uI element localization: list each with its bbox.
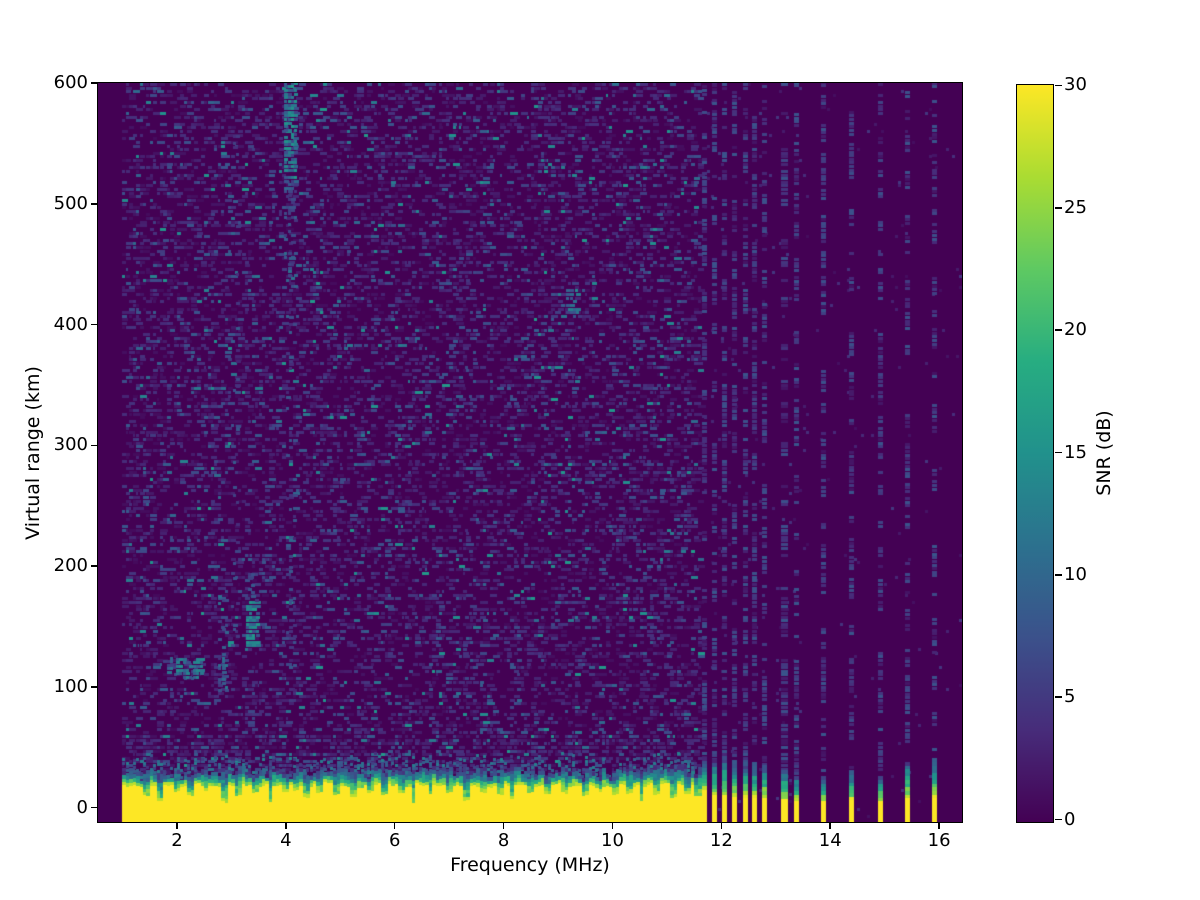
x-tick-label: 8 [497, 830, 510, 851]
y-tick-line [91, 806, 98, 809]
y-tick-line [91, 565, 98, 567]
x-tick-label: 4 [280, 830, 292, 851]
y-tick-line [91, 323, 98, 326]
y-tick-label: 400 [53, 313, 88, 335]
x-tick-label: 2 [171, 830, 183, 851]
y-tick-label: 300 [53, 434, 88, 456]
plot-frame [97, 82, 963, 823]
x-tick-line [829, 822, 831, 829]
y-tick-line [91, 686, 98, 688]
colorbar-tick-line [1054, 696, 1062, 698]
y-tick-label: 500 [53, 192, 88, 214]
colorbar-gradient [1017, 85, 1053, 822]
colorbar-tick-label: 15 [1064, 441, 1087, 463]
x-tick-label: 16 [927, 830, 951, 851]
y-tick-label: 100 [53, 675, 88, 697]
x-tick-line [285, 822, 287, 829]
colorbar-tick-line [1054, 451, 1062, 454]
y-tick-line [91, 444, 98, 446]
colorbar-tick-label: 30 [1064, 74, 1087, 96]
x-tick-line [938, 822, 940, 829]
x-tick-line [176, 822, 178, 829]
x-tick-line [720, 822, 723, 829]
x-tick-label: 10 [601, 830, 624, 851]
x-tick-line [393, 822, 396, 829]
colorbar-tick-label: 10 [1064, 563, 1087, 585]
colorbar-tick-line [1054, 207, 1062, 209]
y-tick-line [91, 82, 98, 84]
heatmap-canvas [98, 83, 962, 822]
y-axis-label: Virtual range (km) [22, 366, 44, 540]
x-axis-label: Frequency (MHz) [450, 854, 610, 876]
y-tick-label: 0 [76, 796, 88, 818]
y-tick-line [91, 203, 98, 205]
colorbar-tick-line [1054, 329, 1062, 331]
y-tick-label: 600 [53, 72, 88, 93]
colorbar-tick-line [1054, 84, 1062, 87]
x-tick-line [502, 822, 505, 829]
colorbar-tick-label: 0 [1064, 808, 1076, 830]
colorbar-tick-label: 25 [1064, 196, 1087, 218]
colorbar-tick-line [1054, 574, 1062, 576]
x-tick-label: 14 [818, 830, 842, 851]
y-tick-label: 200 [53, 555, 88, 576]
colorbar-tick-line [1054, 818, 1062, 821]
x-tick-label: 6 [388, 830, 401, 851]
x-tick-label: 12 [709, 830, 733, 851]
colorbar [1016, 84, 1054, 823]
colorbar-tick-label: 20 [1064, 319, 1087, 341]
x-tick-line [611, 822, 614, 829]
colorbar-tick-label: 5 [1064, 686, 1076, 708]
colorbar-label: SNR (dB) [1093, 410, 1115, 496]
